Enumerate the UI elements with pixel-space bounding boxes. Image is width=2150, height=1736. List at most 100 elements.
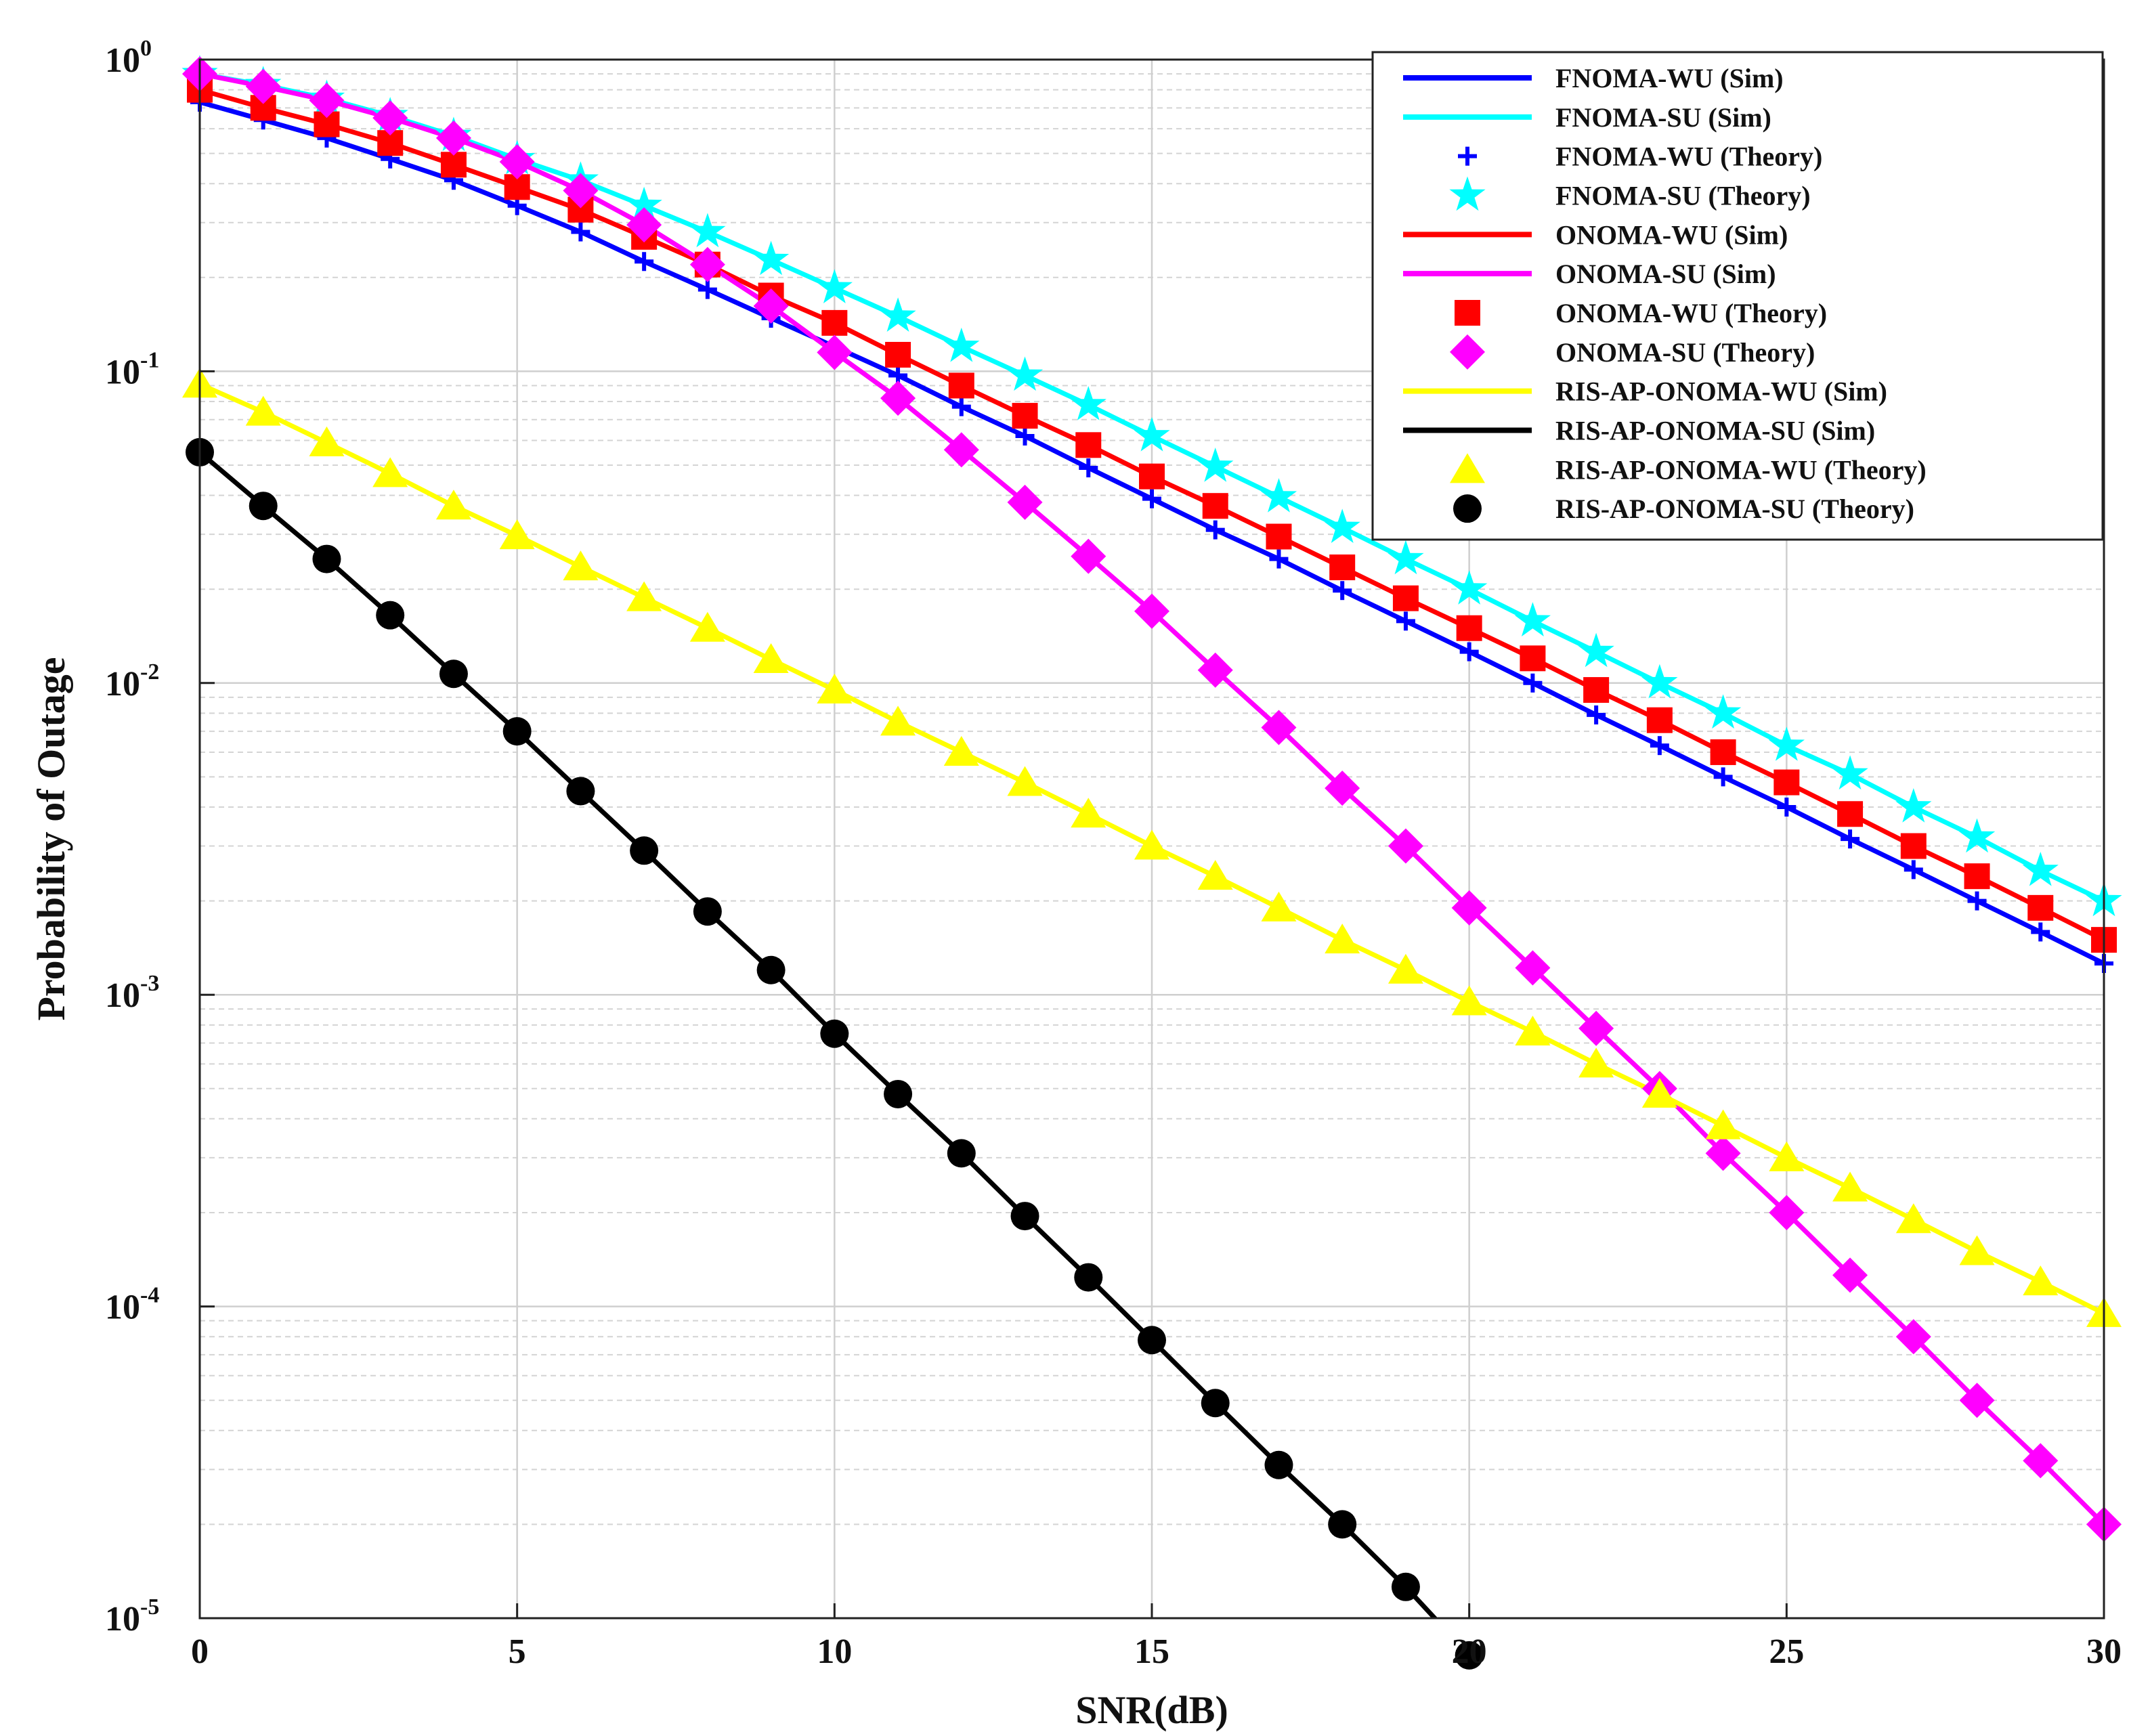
data-point-owu bbox=[1900, 833, 1927, 859]
data-point-owu bbox=[1329, 554, 1356, 580]
data-point-fsu bbox=[1260, 478, 1297, 513]
data-point-owu bbox=[1646, 707, 1673, 733]
data-point-fwu bbox=[1205, 520, 1225, 540]
data-point-rwu bbox=[1705, 1109, 1741, 1140]
data-point-fwu bbox=[571, 222, 590, 242]
data-point-owu bbox=[1964, 863, 1990, 890]
legend-label: ONOMA-WU (Sim) bbox=[1555, 219, 1788, 250]
y-tick-label: 100 bbox=[105, 36, 152, 80]
data-point-fwu bbox=[1523, 673, 1543, 693]
y-tick-label: 10-2 bbox=[105, 659, 159, 703]
data-point-osu bbox=[626, 207, 662, 243]
data-point-osu bbox=[1515, 950, 1551, 986]
data-point-fsu bbox=[1958, 818, 1996, 853]
data-point-rsu bbox=[693, 897, 722, 926]
data-point-osu bbox=[1197, 652, 1233, 688]
data-point-osu bbox=[880, 381, 916, 416]
data-point-rsu bbox=[947, 1139, 976, 1168]
data-point-fsu bbox=[1197, 448, 1234, 482]
data-point-owu bbox=[1837, 801, 1864, 827]
data-point-fsu bbox=[1388, 540, 1424, 575]
data-point-owu bbox=[1520, 645, 1546, 672]
data-point-fsu bbox=[1451, 570, 1488, 605]
data-point-owu bbox=[1266, 523, 1292, 550]
data-point-rwu bbox=[245, 395, 281, 426]
legend-label: RIS-AP-ONOMA-WU (Theory) bbox=[1555, 454, 1927, 485]
data-point-fsu bbox=[1324, 508, 1360, 543]
data-point-owu bbox=[2027, 894, 2054, 921]
data-point-osu bbox=[1451, 890, 1487, 926]
data-point-rsu bbox=[884, 1079, 913, 1108]
data-point-rwu bbox=[499, 519, 535, 550]
data-point-rsu bbox=[820, 1019, 849, 1048]
data-point-fwu bbox=[1967, 891, 1987, 911]
data-point-rwu bbox=[1832, 1171, 1868, 1202]
data-point-fwu bbox=[2031, 922, 2050, 942]
data-point-rwu bbox=[689, 611, 725, 642]
data-point-osu bbox=[817, 334, 853, 370]
data-point-rsu bbox=[1010, 1202, 1039, 1231]
data-point-rsu bbox=[630, 836, 659, 865]
data-point-fsu bbox=[943, 327, 980, 362]
data-point-rwu bbox=[1071, 798, 1106, 828]
data-point-osu bbox=[435, 120, 471, 156]
data-point-rwu bbox=[1197, 860, 1233, 890]
data-point-owu bbox=[1773, 769, 1800, 796]
data-point-owu bbox=[1202, 493, 1228, 519]
legend-swatch-marker bbox=[1455, 300, 1480, 326]
x-tick-label: 20 bbox=[1452, 1632, 1487, 1671]
data-point-fsu bbox=[1641, 664, 1678, 699]
data-point-owu bbox=[1139, 463, 1165, 490]
data-point-rwu bbox=[372, 457, 408, 487]
data-point-fwu bbox=[1841, 829, 1860, 849]
data-point-rwu bbox=[943, 735, 979, 766]
data-point-rsu bbox=[1138, 1326, 1166, 1355]
data-point-osu bbox=[1388, 828, 1423, 864]
data-point-owu bbox=[1392, 585, 1419, 611]
legend-label: FNOMA-WU (Sim) bbox=[1555, 63, 1784, 93]
data-point-rwu bbox=[435, 490, 471, 520]
data-point-rwu bbox=[817, 674, 853, 704]
data-point-rwu bbox=[1515, 1016, 1551, 1046]
data-point-fwu bbox=[1587, 705, 1606, 724]
data-point-fwu bbox=[1459, 642, 1479, 661]
legend-box bbox=[1371, 51, 2104, 541]
y-tick-label: 10-5 bbox=[105, 1594, 159, 1639]
data-point-fwu bbox=[1015, 426, 1035, 446]
data-point-fwu bbox=[697, 280, 717, 299]
legend-label: RIS-AP-ONOMA-SU (Sim) bbox=[1555, 416, 1875, 446]
data-point-owu bbox=[885, 341, 911, 368]
series-markers bbox=[181, 55, 2122, 1670]
data-point-fwu bbox=[1333, 581, 1352, 601]
data-point-osu bbox=[309, 83, 345, 118]
data-point-osu bbox=[1705, 1135, 1741, 1171]
legend-swatch-marker bbox=[1450, 453, 1485, 483]
y-axis-ticks: 100 10-1 10-2 10-3 10-4 10-5 bbox=[105, 36, 215, 1639]
data-point-fsu bbox=[1705, 694, 1742, 729]
data-point-fsu bbox=[1832, 755, 1868, 790]
data-point-owu bbox=[1075, 432, 1102, 458]
data-point-osu bbox=[1071, 538, 1106, 574]
data-point-rwu bbox=[1578, 1047, 1614, 1078]
data-point-rsu bbox=[756, 955, 786, 984]
data-point-rsu bbox=[249, 492, 278, 521]
data-point-osu bbox=[1959, 1383, 1995, 1418]
series-line-rsu bbox=[200, 450, 1438, 1618]
data-point-fsu bbox=[1134, 417, 1170, 452]
legend-label: FNOMA-SU (Sim) bbox=[1555, 102, 1771, 133]
data-point-rsu bbox=[566, 777, 595, 806]
data-point-fsu bbox=[880, 297, 916, 332]
data-point-owu bbox=[1456, 615, 1482, 641]
data-point-rsu bbox=[1391, 1572, 1420, 1601]
data-point-owu bbox=[440, 152, 467, 178]
data-point-fsu bbox=[689, 213, 726, 248]
data-point-rsu bbox=[1455, 1641, 1484, 1670]
y-tick-label: 10-1 bbox=[105, 347, 159, 391]
data-point-rwu bbox=[1261, 891, 1297, 921]
data-point-rsu bbox=[1328, 1510, 1357, 1539]
x-tick-label: 15 bbox=[1134, 1632, 1169, 1671]
data-point-osu bbox=[1578, 1010, 1614, 1046]
data-point-fwu bbox=[1777, 798, 1797, 817]
data-point-fsu bbox=[1514, 602, 1551, 636]
x-axis-ticks: 0 5 10 15 20 25 30 bbox=[191, 1603, 2122, 1671]
